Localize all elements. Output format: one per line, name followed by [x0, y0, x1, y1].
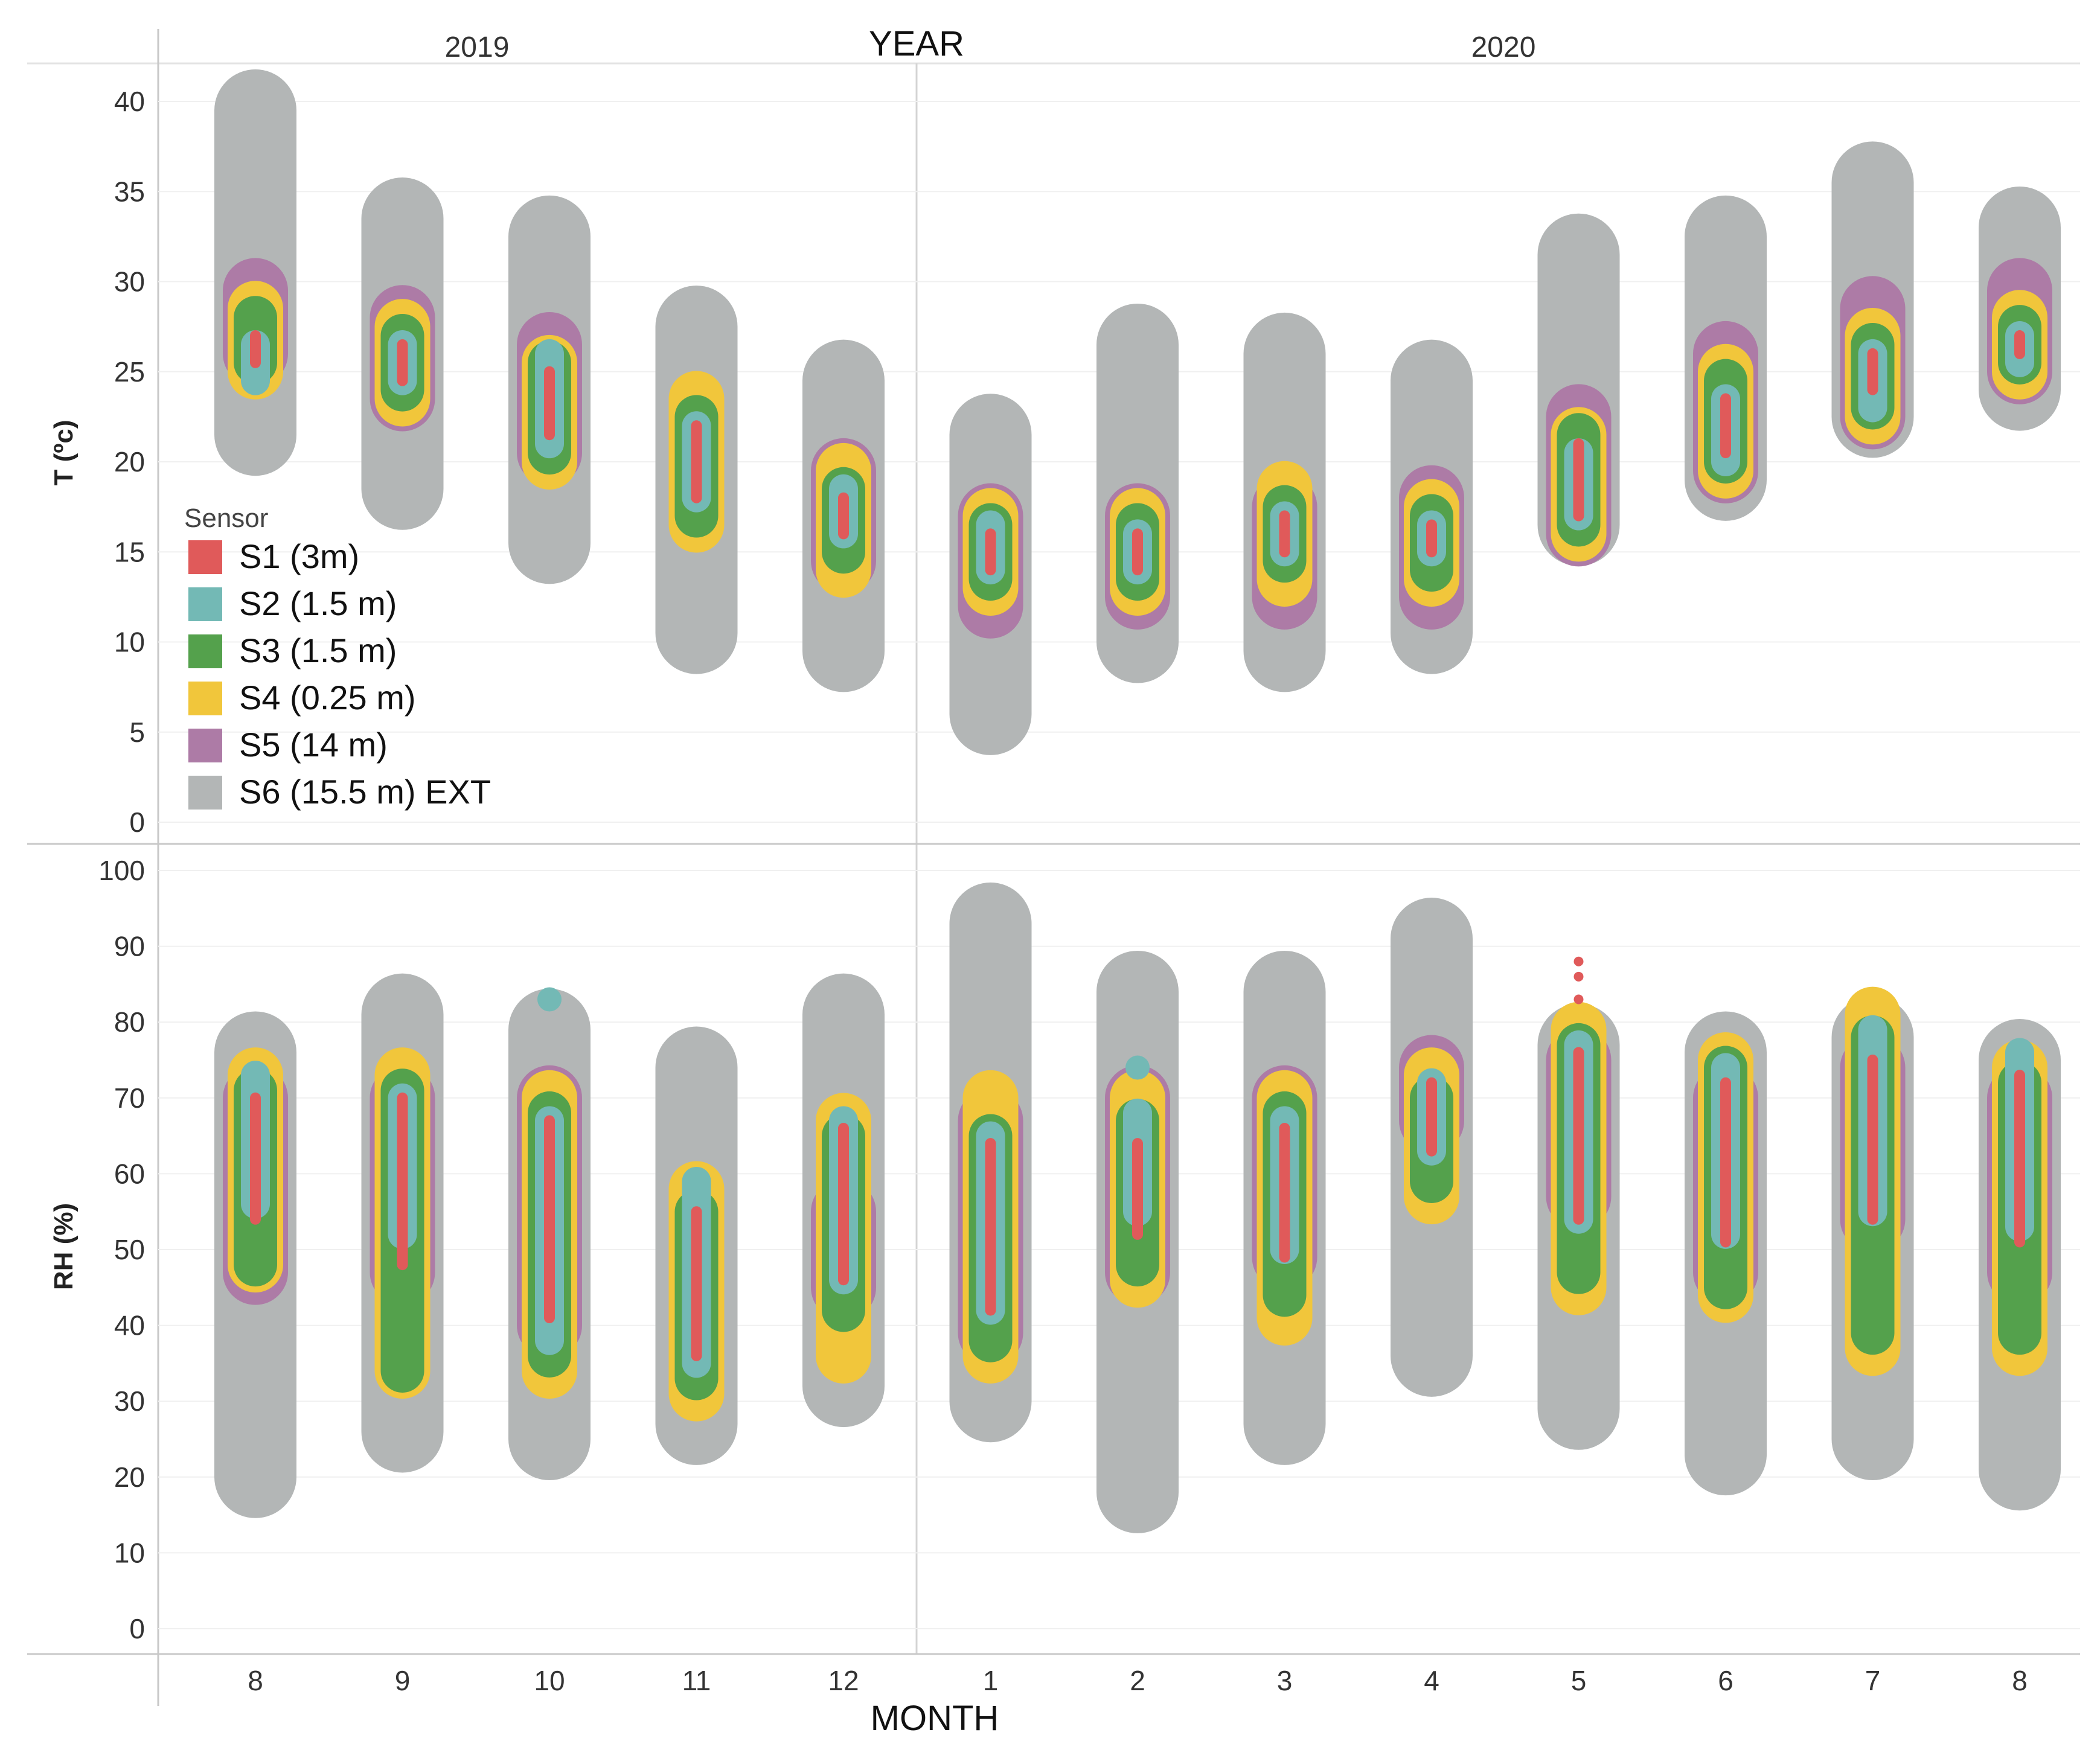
- y-tick-temperature-15: 15: [114, 536, 145, 567]
- y-tick-humidity-90: 90: [114, 931, 145, 962]
- x-tick-month-2: 10: [534, 1665, 565, 1696]
- legend-title: Sensor: [184, 503, 268, 533]
- outlier-humidity-2: [1573, 994, 1584, 1004]
- legend-swatch-1: [188, 587, 222, 621]
- y-tick-temperature-40: 40: [114, 86, 145, 117]
- legend-label-0: S1 (3m): [239, 537, 359, 575]
- range-humidity-s1-m8: [1426, 1077, 1437, 1157]
- y-tick-temperature-20: 20: [114, 446, 145, 477]
- x-tick-month-8: 4: [1424, 1665, 1439, 1696]
- y-tick-humidity-100: 100: [98, 855, 145, 886]
- range-temperature-s1-m9: [1573, 438, 1584, 522]
- range-humidity-s1-m4: [838, 1123, 849, 1286]
- legend-swatch-3: [188, 682, 222, 715]
- legend-swatch-4: [188, 729, 222, 762]
- range-temperature-s1-m0: [250, 330, 261, 368]
- range-humidity-s1-m12: [2014, 1070, 2025, 1248]
- range-temperature-s1-m10: [1720, 393, 1731, 459]
- y-axis-title-humidity: RH (%): [49, 1203, 78, 1290]
- legend-label-5: S6 (15.5 m) EXT: [239, 773, 491, 811]
- range-temperature-s1-m2: [544, 366, 555, 441]
- range-temperature-s1-m3: [691, 420, 702, 503]
- range-humidity-s1-m1: [397, 1092, 408, 1271]
- outlier-humidity-3: [1573, 971, 1584, 982]
- x-tick-month-0: 8: [248, 1665, 263, 1696]
- range-humidity-s1-m5: [985, 1138, 996, 1316]
- x-tick-month-5: 1: [983, 1665, 999, 1696]
- range-humidity-s1-m9: [1573, 1047, 1584, 1225]
- legend-swatch-2: [188, 634, 222, 668]
- outlier-humidity-4: [1573, 956, 1584, 966]
- range-humidity-s1-m7: [1279, 1123, 1290, 1263]
- y-tick-humidity-40: 40: [114, 1310, 145, 1341]
- range-temperature-s1-m1: [397, 339, 408, 386]
- y-axis-title-temperature: T (ºc): [49, 420, 78, 486]
- y-tick-temperature-35: 35: [114, 176, 145, 207]
- data-marks: [214, 69, 2061, 1533]
- x-tick-month-6: 2: [1130, 1665, 1145, 1696]
- year-label-2020: 2020: [1471, 31, 1536, 63]
- legend-label-3: S4 (0.25 m): [239, 679, 416, 717]
- range-temperature-s1-m7: [1279, 510, 1290, 558]
- range-humidity-s1-m10: [1720, 1077, 1731, 1248]
- y-tick-humidity-50: 50: [114, 1234, 145, 1265]
- legend-label-1: S2 (1.5 m): [239, 584, 397, 622]
- range-humidity-s1-m2: [544, 1115, 555, 1324]
- x-axis-title: MONTH: [871, 1699, 999, 1738]
- range-humidity-s1-m3: [691, 1206, 702, 1361]
- x-tick-month-11: 7: [1865, 1665, 1881, 1696]
- outlier-humidity-1: [1125, 1055, 1150, 1080]
- range-temperature-s1-m8: [1426, 519, 1437, 558]
- legend-swatch-5: [188, 776, 222, 810]
- legend-label-2: S3 (1.5 m): [239, 631, 397, 669]
- y-tick-humidity-0: 0: [129, 1613, 145, 1644]
- chart-frame: [27, 29, 2080, 1706]
- y-tick-humidity-60: 60: [114, 1158, 145, 1189]
- range-humidity-s1-m11: [1867, 1055, 1878, 1225]
- x-tick-month-3: 11: [682, 1665, 711, 1696]
- y-tick-humidity-30: 30: [114, 1385, 145, 1417]
- y-tick-temperature-0: 0: [129, 806, 145, 838]
- y-tick-humidity-80: 80: [114, 1006, 145, 1038]
- range-temperature-s1-m5: [985, 528, 996, 576]
- y-tick-humidity-10: 10: [114, 1537, 145, 1568]
- y-tick-temperature-10: 10: [114, 627, 145, 658]
- range-humidity-s1-m6: [1132, 1138, 1143, 1240]
- y-tick-temperature-30: 30: [114, 266, 145, 298]
- y-tick-temperature-5: 5: [129, 717, 145, 748]
- chart-title: YEAR: [869, 24, 964, 63]
- legend: Sensor S1 (3m) S2 (1.5 m) S3 (1.5 m) S4 (0.…: [184, 503, 491, 811]
- range-temperature-s1-m11: [1867, 348, 1878, 395]
- x-tick-month-7: 3: [1277, 1665, 1293, 1696]
- legend-swatch-0: [188, 540, 222, 574]
- legend-label-4: S5 (14 m): [239, 726, 388, 764]
- x-tick-month-9: 5: [1571, 1665, 1587, 1696]
- x-tick-month-10: 6: [1718, 1665, 1733, 1696]
- range-humidity-s1-m0: [250, 1092, 261, 1225]
- x-tick-month-1: 9: [395, 1665, 411, 1696]
- range-temperature-s1-m4: [838, 492, 849, 540]
- range-temperature-s1-m12: [2014, 330, 2025, 359]
- outlier-humidity-0: [537, 987, 562, 1012]
- year-label-2019: 2019: [445, 31, 510, 63]
- y-tick-temperature-25: 25: [114, 356, 145, 388]
- x-tick-month-12: 8: [2012, 1665, 2028, 1696]
- y-tick-humidity-20: 20: [114, 1461, 145, 1493]
- range-temperature-s1-m6: [1132, 528, 1143, 576]
- x-tick-month-4: 12: [828, 1665, 859, 1696]
- y-tick-humidity-70: 70: [114, 1082, 145, 1114]
